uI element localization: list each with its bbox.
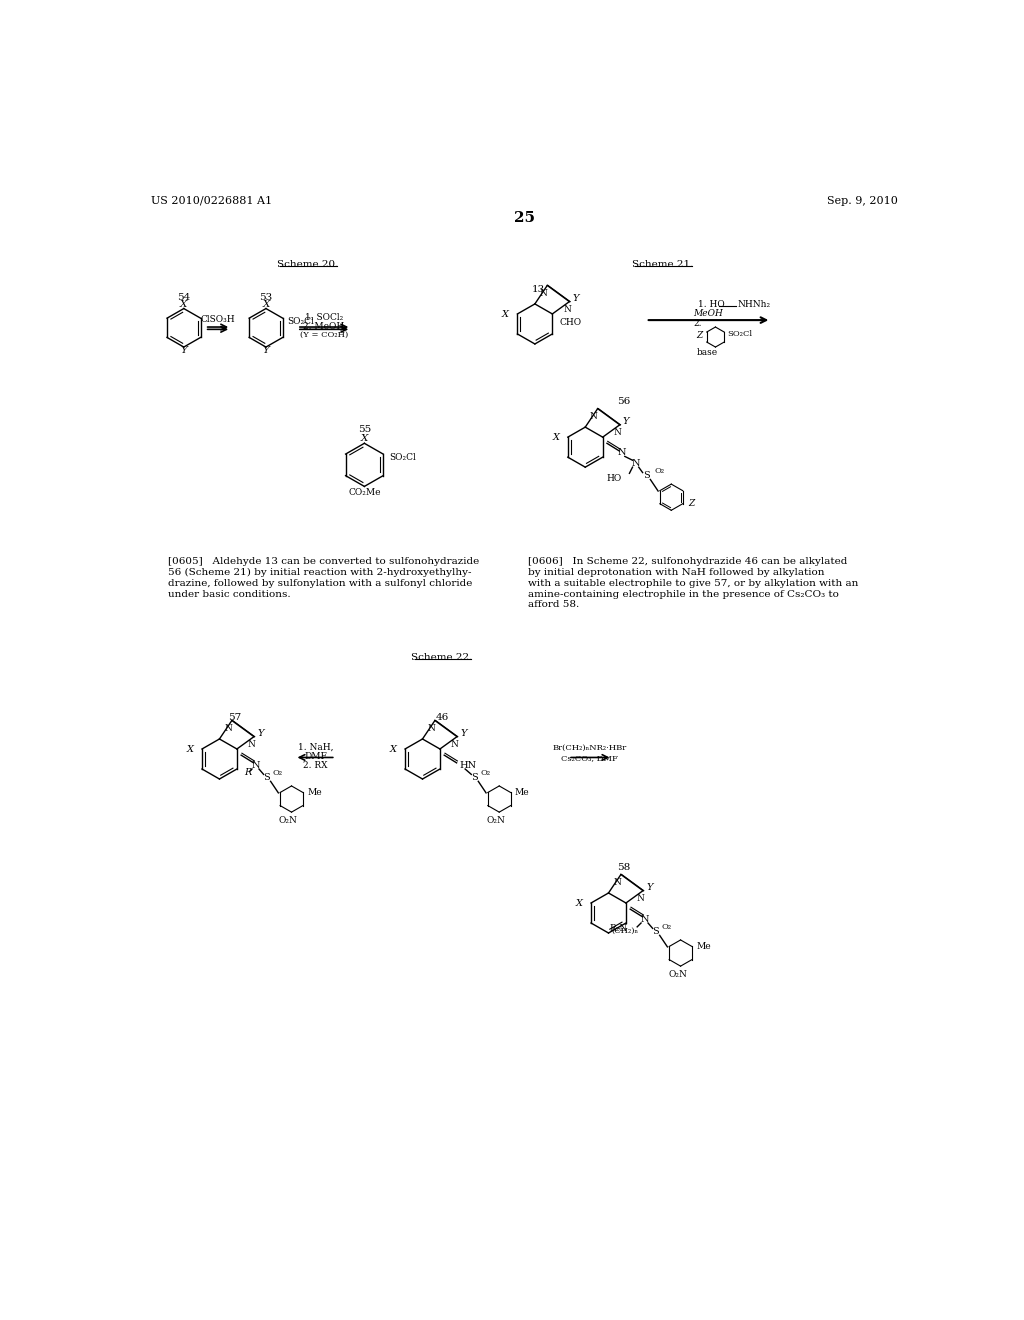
Text: Scheme 20.: Scheme 20. [278, 260, 339, 269]
Text: N: N [451, 739, 459, 748]
Text: X: X [575, 899, 583, 908]
Text: X: X [552, 433, 559, 442]
Text: Me: Me [696, 942, 711, 952]
Text: US 2010/0226881 A1: US 2010/0226881 A1 [152, 195, 272, 206]
Text: O₂: O₂ [654, 467, 665, 475]
Text: 2.: 2. [693, 318, 702, 327]
Text: Y: Y [460, 729, 467, 738]
Text: X: X [262, 300, 269, 309]
Text: Z: Z [688, 499, 694, 508]
Text: Me: Me [307, 788, 322, 797]
Text: (Y = CO₂H): (Y = CO₂H) [300, 331, 348, 339]
Text: Br(CH₂)ₙNR₂·HBr: Br(CH₂)ₙNR₂·HBr [553, 743, 627, 751]
Text: 46: 46 [435, 713, 449, 722]
Text: Me: Me [515, 788, 529, 797]
Text: R₂N: R₂N [609, 924, 628, 933]
Text: MeOH: MeOH [693, 309, 723, 318]
Text: N: N [252, 760, 260, 770]
Text: X: X [186, 746, 194, 754]
Text: 2. MeOH: 2. MeOH [303, 322, 345, 331]
Text: 58: 58 [617, 863, 631, 873]
Text: Scheme 22.: Scheme 22. [412, 653, 472, 661]
Text: amine-containing electrophile in the presence of Cs₂CO₃ to: amine-containing electrophile in the pre… [528, 590, 839, 598]
Text: N: N [590, 412, 598, 421]
Text: (CH₂)ₙ: (CH₂)ₙ [611, 927, 639, 935]
Text: NHNh₂: NHNh₂ [738, 300, 771, 309]
Text: with a suitable electrophile to give 57, or by alkylation with an: with a suitable electrophile to give 57,… [528, 579, 858, 587]
Text: Y: Y [572, 294, 579, 304]
Text: N: N [617, 447, 626, 457]
Text: X: X [360, 434, 368, 444]
Text: X: X [180, 300, 187, 309]
Text: O₂N: O₂N [668, 970, 687, 979]
Text: 57: 57 [228, 713, 242, 722]
Text: X: X [389, 746, 396, 754]
Text: drazine, followed by sulfonylation with a sulfonyl chloride: drazine, followed by sulfonylation with … [168, 579, 473, 587]
Text: 1. SOCl₂: 1. SOCl₂ [305, 313, 343, 322]
Text: N: N [563, 305, 571, 314]
Text: 2. RX: 2. RX [303, 762, 328, 771]
Text: N: N [613, 428, 622, 437]
Text: Y: Y [180, 346, 187, 355]
Text: S: S [652, 927, 659, 936]
Text: [0606]   In Scheme 22, sulfonohydrazide 46 can be alkylated: [0606] In Scheme 22, sulfonohydrazide 46… [528, 557, 847, 566]
Text: 54: 54 [177, 293, 190, 302]
Text: N: N [641, 915, 649, 924]
Text: 56 (Scheme 21) by initial reaction with 2-hydroxyethylhy-: 56 (Scheme 21) by initial reaction with … [168, 568, 472, 577]
Text: Sep. 9, 2010: Sep. 9, 2010 [827, 195, 898, 206]
Text: afford 58.: afford 58. [528, 601, 580, 610]
Text: SO₂Cl: SO₂Cl [288, 317, 314, 326]
Text: N: N [632, 459, 640, 467]
Text: 56: 56 [617, 397, 631, 407]
Text: O₂: O₂ [480, 768, 490, 777]
Text: ClSO₃H: ClSO₃H [201, 315, 236, 323]
Text: N: N [427, 723, 435, 733]
Text: Y: Y [257, 729, 263, 738]
Text: X: X [502, 310, 509, 319]
Text: Y: Y [262, 346, 269, 355]
Text: by initial deprotonation with NaH followed by alkylation: by initial deprotonation with NaH follow… [528, 568, 824, 577]
Text: N: N [248, 739, 256, 748]
Text: CHO: CHO [560, 318, 582, 327]
Text: N: N [224, 723, 231, 733]
Text: N: N [637, 894, 645, 903]
Text: base: base [697, 348, 718, 356]
Text: SO₂Cl: SO₂Cl [389, 453, 416, 462]
Text: N: N [613, 878, 621, 887]
Text: [0605]   Aldehyde 13 can be converted to sulfonohydrazide: [0605] Aldehyde 13 can be converted to s… [168, 557, 479, 566]
Text: HN: HN [459, 760, 476, 770]
Text: Y: Y [623, 417, 630, 426]
Text: 13: 13 [532, 285, 546, 294]
Text: under basic conditions.: under basic conditions. [168, 590, 291, 598]
Text: R: R [245, 768, 252, 777]
Text: Scheme 21.: Scheme 21. [632, 260, 693, 269]
Text: 53: 53 [259, 293, 272, 302]
Text: S: S [263, 774, 270, 781]
Text: Z: Z [696, 331, 702, 341]
Text: HO: HO [606, 474, 622, 483]
Text: O₂N: O₂N [486, 816, 506, 825]
Text: O₂: O₂ [273, 768, 283, 777]
Text: 25: 25 [514, 211, 536, 226]
Text: 55: 55 [357, 425, 371, 434]
Text: CO₂Me: CO₂Me [348, 488, 381, 498]
Text: Y: Y [646, 883, 652, 892]
Text: DMF: DMF [304, 752, 327, 762]
Text: S: S [471, 774, 478, 781]
Text: 1. HO: 1. HO [697, 300, 724, 309]
Text: Cs₂CO₃, DMF: Cs₂CO₃, DMF [561, 754, 618, 762]
Text: SO₂Cl: SO₂Cl [727, 330, 753, 338]
Text: 1. NaH,: 1. NaH, [298, 743, 333, 752]
Text: S: S [643, 471, 650, 480]
Text: O₂: O₂ [662, 923, 672, 931]
Text: O₂N: O₂N [279, 816, 298, 825]
Text: N: N [540, 289, 548, 297]
